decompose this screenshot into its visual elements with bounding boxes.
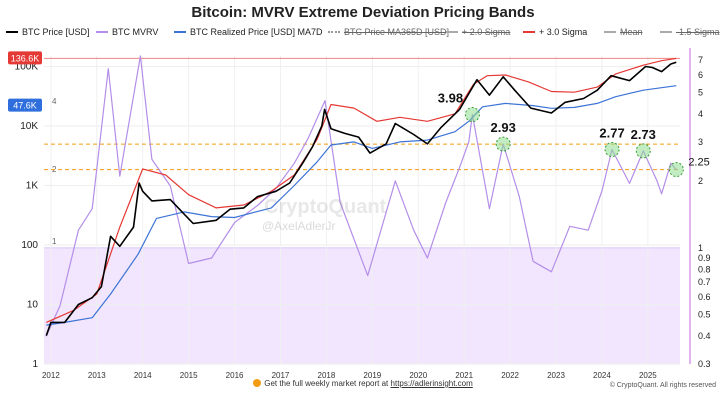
band-label: 4 — [52, 97, 57, 106]
x-tick-label: 2021 — [455, 371, 473, 380]
x-tick-label: 2019 — [363, 371, 381, 380]
series-line-btc-price-usd- — [45, 61, 677, 336]
realized-price-badge — [8, 98, 42, 112]
legend-label: + 2.0 Sigma — [462, 27, 511, 37]
sun-icon — [253, 379, 262, 387]
right-tick-label: 0.5 — [698, 310, 711, 320]
footer-prefix: Get the full weekly market report at — [264, 379, 389, 388]
legend-swatch — [96, 31, 108, 33]
left-tick-label: 10 — [27, 299, 39, 310]
x-tick-label: 2022 — [501, 371, 519, 380]
legend-label: BTC Price MA365D [USD] — [344, 27, 450, 37]
x-tick-label: 2018 — [318, 371, 336, 380]
peak-marker — [668, 162, 684, 178]
left-tick-label: 100K — [15, 61, 39, 72]
right-tick-label: 0.4 — [698, 331, 711, 341]
legend-label: -1.5 Sigma — [676, 27, 720, 37]
watermark-brand: CryptoQuant — [264, 196, 387, 218]
legend-label: Mean — [620, 27, 643, 37]
right-tick-label: 0.9 — [698, 253, 711, 263]
series-line-btc-realized-price-usd-ma7d — [46, 85, 677, 326]
legend-label: BTC Price [USD] — [22, 27, 90, 37]
right-tick-label: 1 — [698, 243, 703, 253]
mvrv-undervalued-zone — [44, 247, 680, 364]
x-tick-label: 2025 — [639, 371, 657, 380]
band-label: 1 — [52, 237, 57, 246]
peak-marker — [495, 136, 511, 152]
x-tick-label: 2023 — [547, 371, 565, 380]
right-tick-label: 4 — [698, 109, 703, 119]
price-badge — [8, 51, 42, 65]
peak-label: 3.98 — [438, 91, 463, 106]
x-tick-label: 2015 — [180, 371, 198, 380]
legend-item-plus-2-sigma[interactable]: + 2.0 Sigma — [446, 27, 510, 37]
x-tick-label: 2012 — [42, 371, 60, 380]
legend-label: + 3.0 Sigma — [539, 27, 588, 37]
legend-item-plus-3-sigma[interactable]: + 3.0 Sigma — [523, 27, 587, 37]
left-tick-label: 1K — [26, 180, 39, 191]
series-line--3-0-sigma — [46, 57, 677, 323]
legend-swatch — [174, 31, 186, 33]
x-tick-label: 2013 — [88, 371, 106, 380]
x-tick-label: 2024 — [593, 371, 611, 380]
legend-item-realized-price[interactable]: BTC Realized Price [USD] MA7D — [174, 27, 323, 37]
right-tick-label: 0.3 — [698, 359, 711, 369]
peak-marker — [464, 107, 480, 123]
x-tick-label: 2020 — [409, 371, 427, 380]
right-tick-label: 3 — [698, 137, 703, 147]
legend-item-price-ma365d[interactable]: BTC Price MA365D [USD] — [328, 27, 449, 37]
realized-price-badge-label: 47.6K — [13, 101, 37, 111]
x-tick-label: 2016 — [226, 371, 244, 380]
peak-marker — [604, 142, 620, 158]
left-tick-label: 10K — [20, 121, 38, 132]
legend-swatch — [6, 31, 18, 33]
peak-label: 2.73 — [631, 127, 656, 142]
legend-swatch — [446, 31, 458, 33]
legend-swatch — [328, 31, 340, 33]
x-tick-label: 2017 — [272, 371, 290, 380]
legend-item-mean[interactable]: Mean — [604, 27, 643, 37]
legend-item-btc-price[interactable]: BTC Price [USD] — [6, 27, 90, 37]
chart-title: Bitcoin: MVRV Extreme Deviation Pricing … — [191, 4, 535, 21]
right-tick-label: 0.6 — [698, 292, 711, 302]
legend-label: BTC MVRV — [112, 27, 159, 37]
peak-label: 2.93 — [491, 120, 516, 135]
peak-marker — [635, 143, 651, 159]
right-tick-label: 2 — [698, 176, 703, 186]
peak-label: 2.25 — [688, 157, 709, 169]
price-badge-label: 136.6K — [11, 53, 40, 63]
legend-item-btc-mvrv[interactable]: BTC MVRV — [96, 27, 158, 37]
right-tick-label: 0.8 — [698, 264, 711, 274]
legend-item-minus-1-5-sigma[interactable]: -1.5 Sigma — [660, 27, 720, 37]
legend-swatch — [523, 31, 535, 33]
legend-label: BTC Realized Price [USD] MA7D — [190, 27, 323, 37]
left-tick-label: 1 — [32, 359, 38, 370]
x-tick-label: 2014 — [134, 371, 152, 380]
footer-link[interactable]: https://adlerinsight.com — [390, 379, 473, 388]
right-tick-label: 5 — [698, 88, 703, 98]
right-tick-label: 6 — [698, 70, 703, 80]
copyright-credit: © CryptoQuant. All rights reserved — [609, 382, 716, 389]
legend-swatch — [604, 31, 616, 33]
watermark-handle: @AxelAdlerJr — [262, 219, 336, 233]
legend-swatch — [660, 31, 672, 33]
series-line-btc-mvrv — [45, 55, 677, 337]
peak-label: 2.77 — [599, 126, 624, 141]
right-tick-label: 0.7 — [698, 277, 711, 287]
footer: Get the full weekly market report at htt… — [0, 379, 726, 388]
right-tick-label: 7 — [698, 55, 703, 65]
left-tick-label: 100 — [21, 240, 38, 251]
legend: BTC Price [USD] BTC MVRV BTC Realized Pr… — [6, 27, 720, 41]
